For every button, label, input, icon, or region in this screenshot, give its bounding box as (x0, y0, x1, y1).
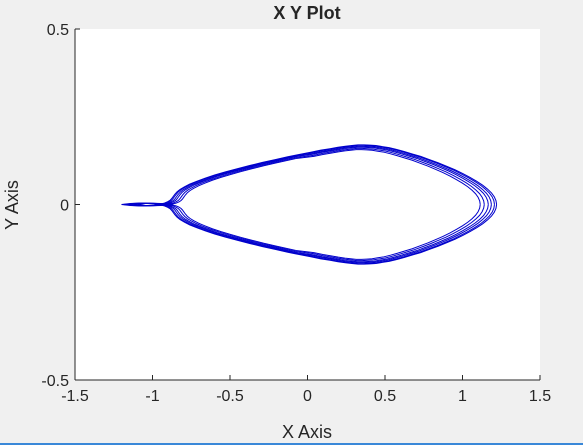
x-tick-label: -1.5 (61, 388, 89, 405)
y-tick-label: -0.5 (41, 373, 69, 390)
x-tick-label: 1 (458, 388, 467, 405)
x-tick-label: -1 (145, 388, 159, 405)
y-axis-label: Y Axis (2, 180, 22, 230)
x-tick-label: -0.5 (216, 388, 244, 405)
y-tick-label: 0 (60, 198, 69, 215)
plot-area[interactable] (75, 29, 540, 380)
x-tick-label: 0 (303, 388, 312, 405)
x-tick-label: 0.5 (374, 388, 396, 405)
y-tick-label: 0.5 (47, 22, 69, 39)
x-axis-label: X Axis (282, 422, 332, 442)
chart-title: X Y Plot (273, 3, 340, 23)
x-tick-label: 1.5 (529, 388, 551, 405)
